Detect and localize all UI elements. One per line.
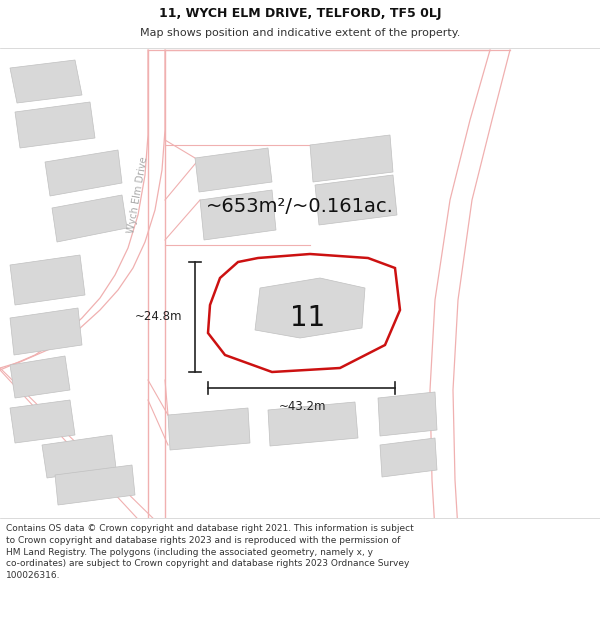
Bar [0,518,600,625]
Text: Wych Elm Drive: Wych Elm Drive [127,156,149,234]
Polygon shape [55,465,135,505]
Bar [0,0,600,48]
Text: 11, WYCH ELM DRIVE, TELFORD, TF5 0LJ: 11, WYCH ELM DRIVE, TELFORD, TF5 0LJ [159,8,441,21]
Polygon shape [380,438,437,477]
Polygon shape [315,175,397,225]
Text: 11: 11 [290,304,326,332]
Text: ~43.2m: ~43.2m [278,400,326,413]
Text: Map shows position and indicative extent of the property.: Map shows position and indicative extent… [140,28,460,38]
Text: Contains OS data © Crown copyright and database right 2021. This information is : Contains OS data © Crown copyright and d… [6,524,414,580]
Polygon shape [10,356,70,398]
Polygon shape [45,150,122,196]
Polygon shape [10,400,75,443]
Polygon shape [42,435,116,478]
Polygon shape [168,408,250,450]
Polygon shape [378,392,437,436]
Polygon shape [10,255,85,305]
Polygon shape [52,195,127,242]
Polygon shape [10,60,82,103]
Polygon shape [195,148,272,192]
Polygon shape [15,102,95,148]
Text: ~653m²/~0.161ac.: ~653m²/~0.161ac. [206,198,394,216]
Text: ~24.8m: ~24.8m [134,311,182,324]
Polygon shape [310,135,393,182]
Polygon shape [208,254,400,372]
Polygon shape [10,308,82,355]
Polygon shape [268,402,358,446]
Polygon shape [255,278,365,338]
Polygon shape [200,190,276,240]
